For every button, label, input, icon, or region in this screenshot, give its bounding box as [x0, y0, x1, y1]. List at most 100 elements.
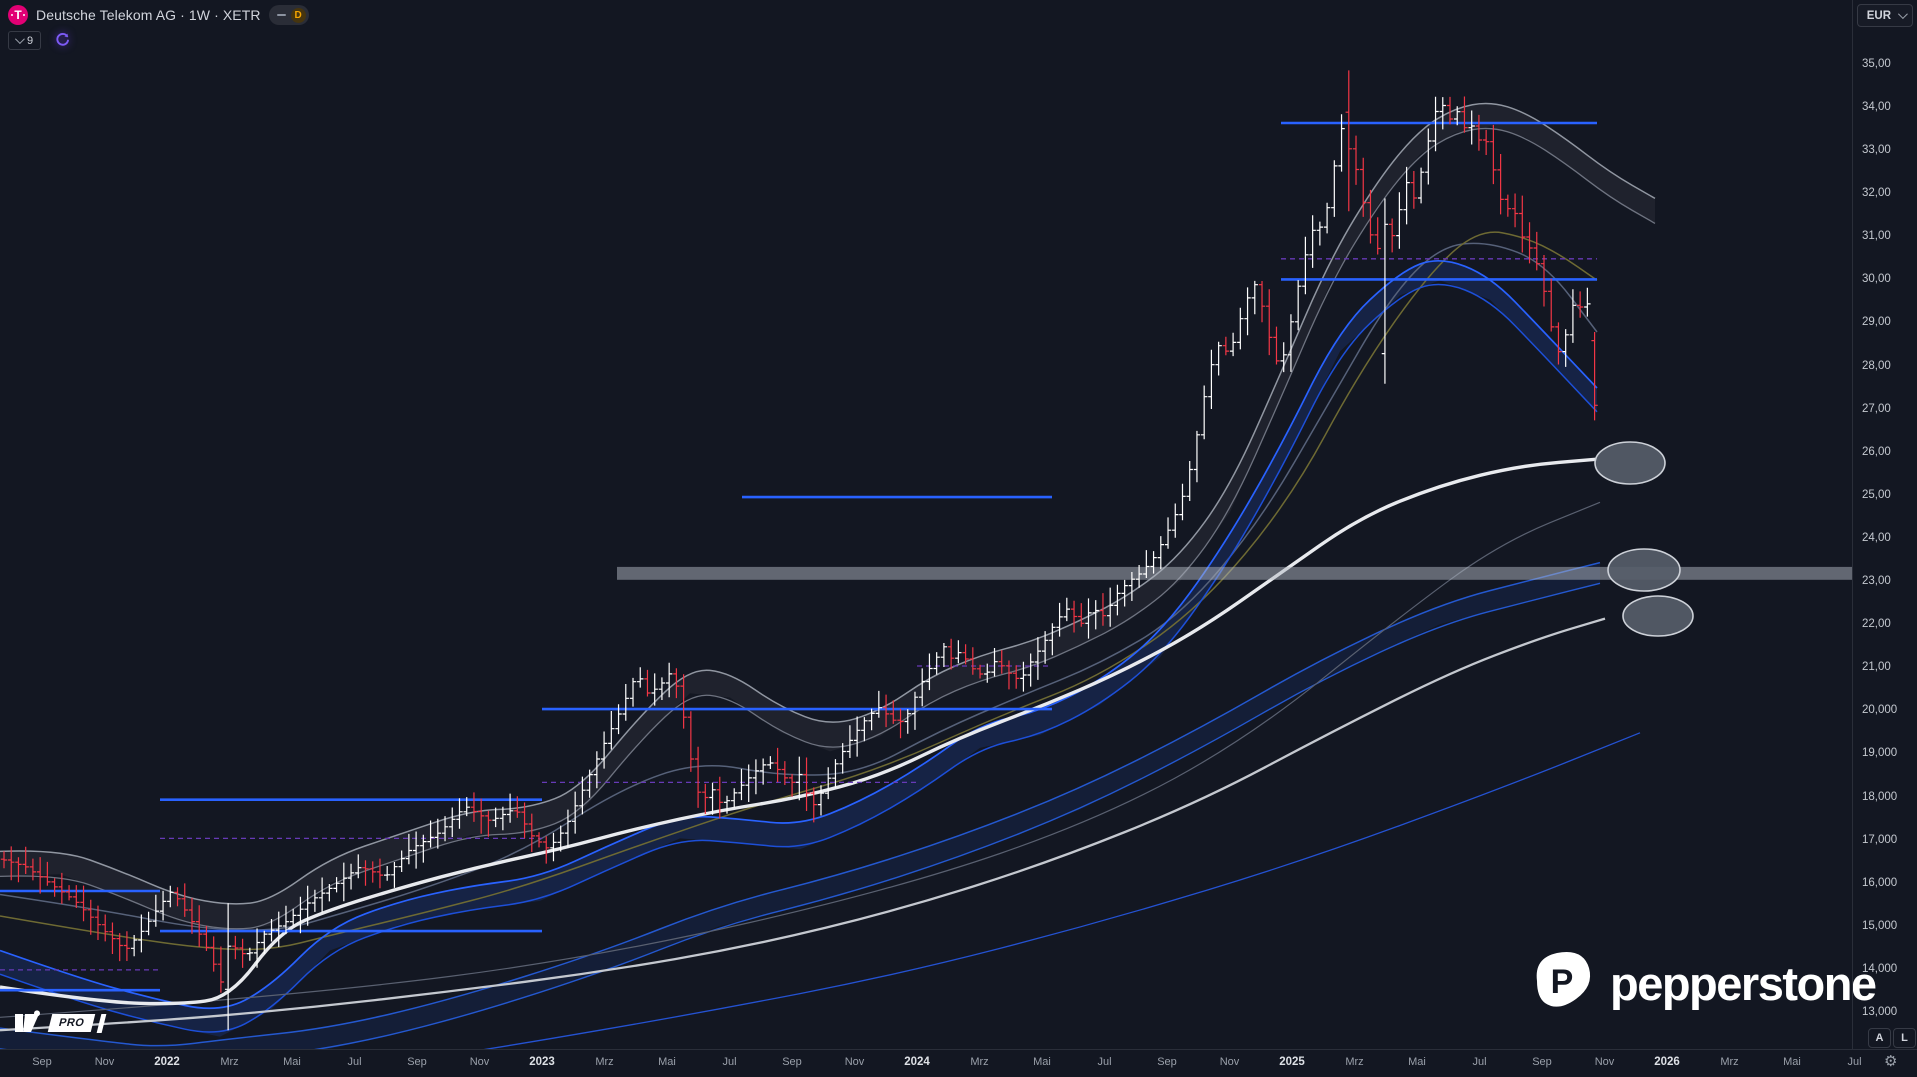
pepperstone-wordmark: pepperstone: [1610, 956, 1877, 1010]
chevron-down-icon: [14, 34, 25, 45]
moving-average-lines: [0, 102, 1656, 1049]
price-tick-label: 21,00: [1862, 661, 1891, 674]
time-axis-label: Nov: [844, 1056, 865, 1068]
time-axis-label: Sep: [32, 1056, 52, 1068]
indicator-count: 9: [27, 34, 34, 47]
upper-envelope-top: [0, 102, 1656, 905]
time-axis-label: 2023: [529, 1056, 555, 1068]
blue-band-lower-top: [0, 561, 1601, 1047]
dashed-pivot-lines[interactable]: [0, 258, 1597, 971]
log-scale-button[interactable]: L: [1893, 1028, 1916, 1048]
price-tick-label: 18,000: [1862, 790, 1898, 803]
blue-band-upper-top: [0, 260, 1598, 1010]
price-tick-label: 24,00: [1862, 531, 1891, 544]
price-axis[interactable]: 35,00 34,00 33,00 32,00 31,00 30,00 29,00 28,00…: [1852, 0, 1917, 1049]
ellipse-annotation: [1607, 548, 1681, 592]
price-tick-label: 29,00: [1862, 316, 1891, 329]
time-axis-label: Mai: [1408, 1056, 1426, 1068]
time-axis-label: 2024: [904, 1056, 930, 1068]
plot-area[interactable]: [0, 70, 1863, 1070]
time-axis-label: Mai: [1033, 1056, 1051, 1068]
price-tick-label: 13,000: [1862, 1006, 1898, 1018]
down-bars: [0, 70, 1598, 993]
support-resistance-lines[interactable]: [0, 121, 1597, 992]
price-tick-label: 27,00: [1862, 402, 1891, 415]
thick-white-moving-average: [0, 457, 1598, 1006]
time-axis-label: 2025: [1279, 1056, 1305, 1068]
price-tick-label: 25,00: [1862, 488, 1891, 501]
price-tick-label: 26,00: [1862, 445, 1891, 458]
interval-letter: D: [290, 7, 306, 23]
time-axis-label: Mrz: [220, 1056, 239, 1068]
price-tick-label: 20,000: [1862, 704, 1898, 717]
gray-long-moving-average: [0, 617, 1606, 1032]
gear-icon[interactable]: ⚙: [1884, 1053, 1898, 1070]
price-tick-label: 22,00: [1862, 618, 1891, 631]
blue-band-upper-bottom: [0, 283, 1598, 1033]
time-axis-label: Mai: [1783, 1056, 1801, 1068]
price-tick-label: 32,00: [1862, 187, 1891, 200]
currency-selector[interactable]: EUR: [1856, 4, 1913, 27]
olive-moving-average: [0, 231, 1598, 951]
time-axis-label: 2026: [1654, 1056, 1680, 1068]
ellipse-annotations[interactable]: [1594, 441, 1694, 637]
gray-horizontal-band[interactable]: [617, 566, 1863, 580]
ellipse-annotation: [1594, 441, 1666, 485]
up-bars: [130, 96, 1591, 1031]
price-tick-label: 31,00: [1862, 230, 1891, 243]
price-tick-label: 34,00: [1862, 100, 1891, 113]
dash-icon: [276, 13, 286, 17]
blue-band-lower-bottom: [0, 582, 1601, 1049]
price-tick-label: 17,000: [1862, 833, 1898, 846]
time-axis-label: Nov: [1219, 1056, 1240, 1068]
daily-interval-badge[interactable]: D: [268, 5, 309, 25]
time-axis-label: Mrz: [595, 1056, 614, 1068]
symbol-title[interactable]: Deutsche Telekom AG · 1W · XETR: [36, 7, 261, 23]
ellipse-annotation: [1622, 595, 1694, 637]
band-fills: [0, 103, 1655, 1049]
tradingview-badge[interactable]: PRO: [14, 1010, 107, 1036]
tradingview-logo-icon: [15, 1010, 40, 1032]
indicator-count-dropdown[interactable]: 9: [8, 31, 42, 50]
price-tick-label: 33,00: [1862, 144, 1891, 156]
price-tick-label: 15,000: [1862, 919, 1898, 932]
sync-refresh-icon[interactable]: [54, 32, 71, 49]
ohlc-bars: [0, 70, 1598, 1031]
time-axis-label: Sep: [1157, 1056, 1177, 1068]
pepperstone-logo-icon: P: [1536, 952, 1591, 1007]
indicator-row: 9: [8, 31, 71, 50]
price-tick-label: 28,00: [1862, 359, 1891, 372]
pro-label: PRO: [47, 1014, 96, 1032]
time-axis-label: Mrz: [1345, 1056, 1364, 1068]
faint-gray-moving-average: [0, 501, 1601, 1018]
currency-value: EUR: [1866, 9, 1891, 22]
price-tick-label: 14,000: [1862, 962, 1898, 975]
time-axis-label: 2022: [154, 1056, 180, 1068]
time-axis-label: Jul: [1847, 1056, 1862, 1068]
time-axis-label: Nov: [94, 1056, 115, 1068]
time-axis-label: Jul: [347, 1056, 362, 1068]
price-tick-label: 35,00: [1862, 57, 1891, 70]
symbol-header: T Deutsche Telekom AG · 1W · XETR D: [8, 5, 309, 25]
price-tick-label: 23,00: [1862, 575, 1891, 587]
time-axis[interactable]: ⚙ Sep Nov 2022 Mrz Mai Jul Sep Nov 2023 Mrz Mai Jul…: [0, 1049, 1917, 1077]
price-tick-label: 19,000: [1862, 747, 1898, 760]
time-axis-label: Jul: [1097, 1056, 1112, 1068]
price-tick-label: 16,000: [1862, 876, 1898, 889]
time-axis-label: Sep: [407, 1056, 427, 1068]
upper-envelope-bottom: [0, 127, 1656, 930]
blue-bottom-line: [483, 732, 1641, 1049]
time-axis-label: Nov: [1594, 1056, 1615, 1068]
slate-moving-average: [0, 242, 1598, 931]
telekom-logo-icon[interactable]: T: [8, 5, 28, 25]
price-tick-label: 30,00: [1862, 273, 1891, 286]
time-axis-label: Jul: [1472, 1056, 1487, 1068]
auto-scale-button[interactable]: A: [1868, 1028, 1891, 1048]
time-axis-label: Jul: [722, 1056, 737, 1068]
time-axis-label: Sep: [782, 1056, 802, 1068]
svg-text:P: P: [1551, 963, 1574, 1001]
pepperstone-watermark: P pepperstone: [1528, 948, 1877, 1018]
time-axis-label: Mrz: [970, 1056, 989, 1068]
time-axis-label: Sep: [1532, 1056, 1552, 1068]
